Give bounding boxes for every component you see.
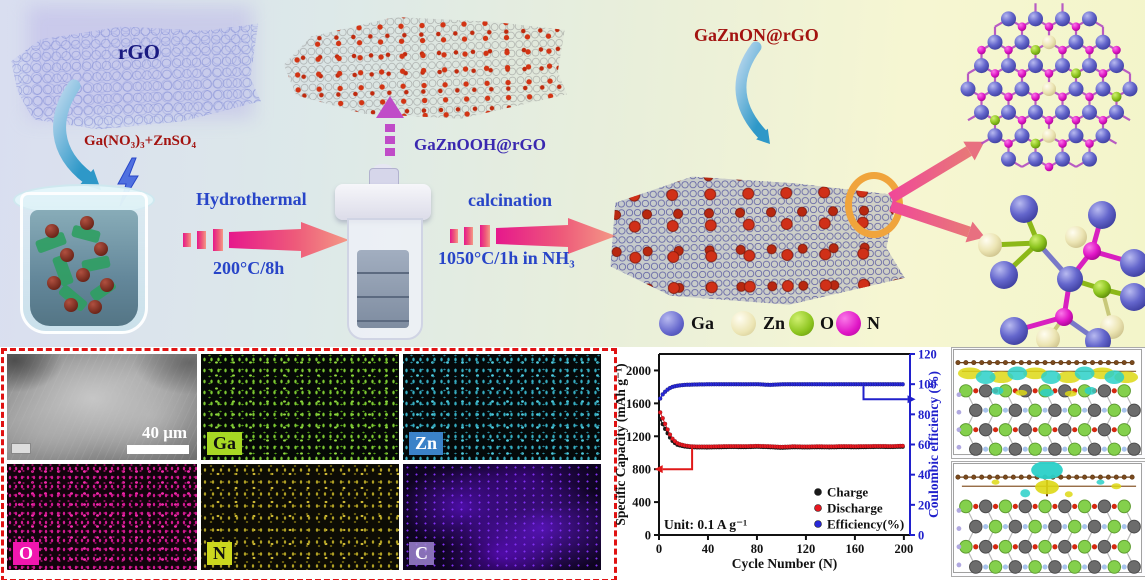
- svg-text:800: 800: [632, 463, 651, 477]
- svg-text:1200: 1200: [626, 430, 651, 444]
- legend-n: N: [867, 313, 880, 333]
- autoclave-body: [347, 218, 423, 340]
- svg-text:80: 80: [918, 408, 931, 422]
- product-label: GaZnON@rGO: [694, 25, 819, 45]
- beaker: [13, 184, 155, 334]
- eds-panel: 40 μm Ga Zn O N C: [1, 348, 617, 580]
- svg-text:1600: 1600: [626, 397, 651, 411]
- scale-bar-label: 40 μm: [141, 423, 187, 442]
- map-label-zn: Zn: [409, 432, 444, 455]
- svg-text:Cycle Number (N): Cycle Number (N): [732, 556, 837, 571]
- map-label-ga: Ga: [207, 432, 243, 455]
- synthesis-scheme: rGO Ga(NO₃)₃+ZnSO₄ Hydrothermal: [0, 0, 1145, 354]
- calcination-arrow: [450, 218, 616, 254]
- eds-map-n: N: [201, 464, 399, 570]
- branch-arrows: [888, 141, 986, 243]
- charge-density-bottom: [951, 460, 1145, 577]
- product-arrow: [735, 41, 770, 144]
- intermediate-label: GaZnOOH@rGO: [414, 135, 546, 154]
- svg-text:60: 60: [918, 438, 931, 452]
- zn-ball-icon: [731, 311, 756, 336]
- svg-text:160: 160: [846, 542, 865, 556]
- hydrothermal-arrow: [183, 222, 349, 258]
- svg-text:120: 120: [918, 348, 937, 362]
- cluster-structure: [978, 195, 1145, 354]
- legend-ga: Ga: [691, 313, 715, 333]
- scale-bar: [127, 445, 189, 454]
- svg-text:120: 120: [797, 542, 816, 556]
- svg-text:100: 100: [918, 378, 937, 392]
- svg-text:Efficiency(%): Efficiency(%): [827, 517, 904, 532]
- svg-text:400: 400: [632, 496, 651, 510]
- sem-watermark: [11, 443, 31, 454]
- svg-text:Charge: Charge: [827, 485, 868, 500]
- svg-text:2000: 2000: [626, 364, 651, 378]
- rgo-label: rGO: [118, 40, 160, 64]
- svg-text:0: 0: [656, 542, 662, 556]
- step1-name: Hydrothermal: [196, 189, 307, 209]
- step2-condition: 1050°C/1h in NH₃: [438, 248, 575, 268]
- svg-text:200: 200: [895, 542, 914, 556]
- sem-image: 40 μm: [7, 354, 197, 460]
- eds-map-zn: Zn: [403, 354, 601, 460]
- svg-text:20: 20: [918, 498, 931, 512]
- autoclave: [333, 164, 433, 340]
- map-label-n: N: [207, 542, 232, 565]
- step2-name: calcination: [468, 190, 552, 210]
- svg-text:0: 0: [645, 529, 651, 543]
- o-ball-icon: [789, 311, 814, 336]
- eds-map-o: O: [7, 464, 197, 570]
- gaznooh-sheet-graphic: [282, 11, 567, 125]
- wurtzite-structure: [960, 3, 1138, 172]
- step1-condition: 200°C/8h: [213, 258, 285, 278]
- svg-text:80: 80: [751, 542, 764, 556]
- svg-text:Discharge: Discharge: [827, 501, 883, 516]
- map-label-c: C: [409, 542, 434, 565]
- svg-text:40: 40: [702, 542, 715, 556]
- svg-text:0: 0: [918, 529, 924, 543]
- charge-density-top: [951, 347, 1145, 459]
- intermediate-up-arrow: [376, 96, 404, 156]
- eds-map-ga: Ga: [201, 354, 399, 460]
- svg-text:Unit: 0.1 A g⁻¹: Unit: 0.1 A g⁻¹: [664, 517, 747, 532]
- legend-zn: Zn: [763, 313, 786, 333]
- map-label-o: O: [13, 542, 40, 565]
- legend-o: O: [820, 313, 835, 333]
- eds-map-c: C: [403, 464, 601, 570]
- n-ball-icon: [836, 311, 861, 336]
- ga-ball-icon: [659, 311, 684, 336]
- autoclave-lid: [335, 184, 431, 220]
- svg-text:40: 40: [918, 468, 931, 482]
- svg-text:Coulombic efficiency (%): Coulombic efficiency (%): [926, 371, 941, 518]
- svg-text:Specific Capacity (mAh g⁻¹): Specific Capacity (mAh g⁻¹): [613, 363, 628, 525]
- precursor-label: Ga(NO₃)₃+ZnSO₄: [84, 133, 197, 149]
